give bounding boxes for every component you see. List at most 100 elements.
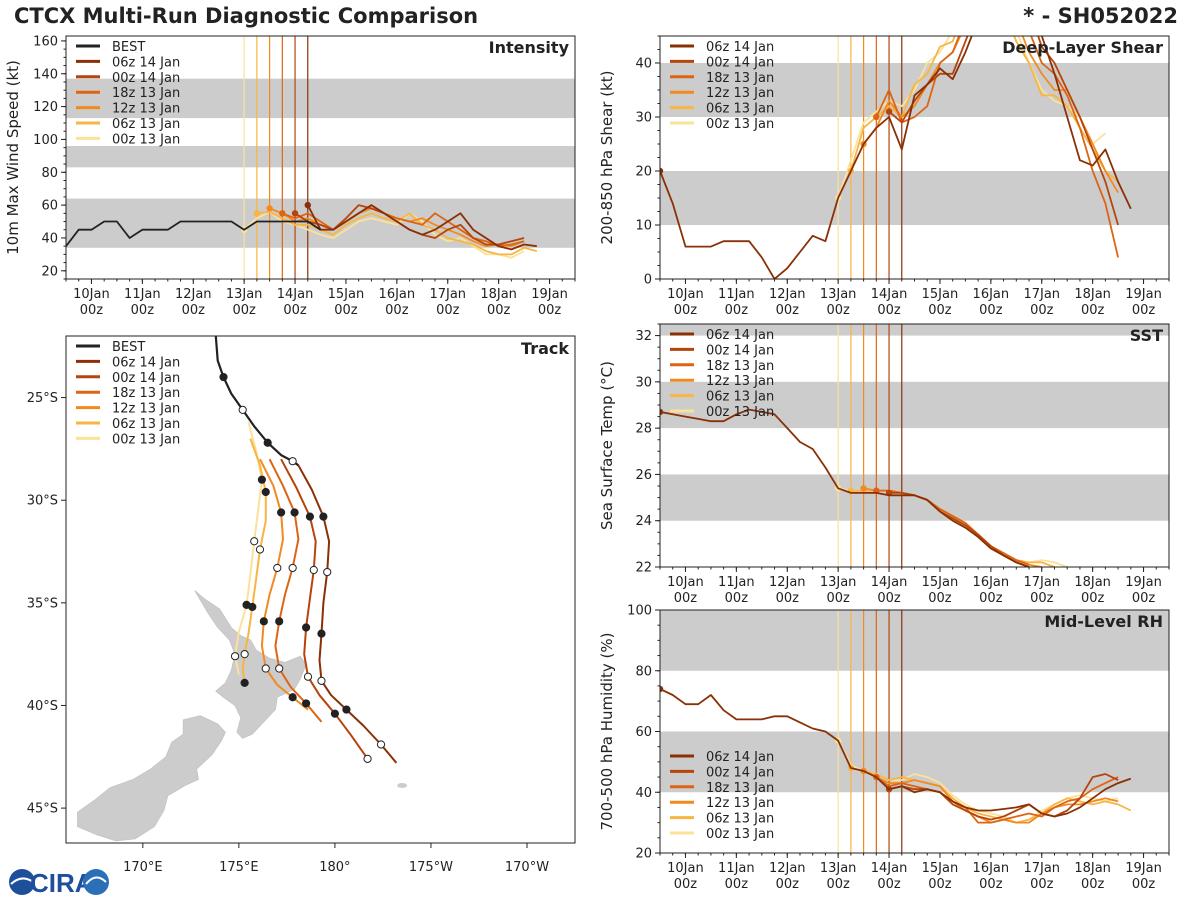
shear-xtick-label: 12Jan [769,287,806,302]
sst-band [660,474,1169,521]
intensity-init-point [304,201,311,209]
intensity-xtick-label: 19Jan [531,287,568,302]
intensity-series-BEST [66,220,321,247]
shear-xtick-sublabel: 00z [979,303,1003,318]
sst-xtick-label: 19Jan [1125,575,1162,590]
shear-xtick-label: 16Jan [973,287,1010,302]
track-xtick-label: 175°W [409,860,453,875]
rh-xtick-label: 19Jan [1125,861,1162,876]
shear-ytick-label: 10 [635,219,652,234]
track-marker [275,664,284,673]
rh-ytick-label: 20 [635,847,652,862]
shear-xtick-label: 10Jan [667,287,704,302]
track-frame [65,335,576,844]
intensity-xtick-label: 13Jan [226,287,263,302]
rh-xtick-sublabel: 00z [928,877,952,892]
shear-xtick-label: 13Jan [820,287,857,302]
track-marker [230,652,240,661]
track-marker [317,629,326,638]
shear-legend-label: 06z 13 Jan [706,102,774,117]
track-xtick-label: 180° [319,860,350,875]
track-marker [242,600,251,609]
south-island-shape [77,715,226,842]
rh-xtick-sublabel: 00z [979,877,1003,892]
intensity-init-point [253,210,261,217]
intensity-band [66,198,575,248]
track-marker [238,405,247,414]
shear-xtick-sublabel: 00z [928,303,952,318]
track-series-00z-14-Jan [280,458,369,760]
shear-ylabel: 200-850 hPa Shear (kt) [598,71,616,245]
shear-series-18z-13-Jan [875,36,1119,258]
rh-xtick-sublabel: 00z [674,877,698,892]
intensity-series-06z-14-Jan [307,204,537,251]
track-marker [305,512,315,521]
rh-series-06z-14-Jan [660,688,1132,818]
rh-legend-label: 06z 14 Jan [706,750,774,765]
rh-xtick-label: 12Jan [769,861,806,876]
sst-title: SST [1130,326,1163,345]
rh-ytick-label: 60 [635,725,652,740]
rh-ylabel: 700-500 hPa Humidity (%) [598,632,616,830]
intensity-legend-label: 00z 13 Jan [112,132,180,147]
sst-xtick-sublabel: 00z [1030,591,1054,606]
intensity-legend-label: 12z 13 Jan [112,102,180,117]
intensity-xtick-sublabel: 00z [436,303,460,318]
sst-xtick-sublabel: 00z [877,591,901,606]
rh-panel: 2040608010010Jan00z11Jan00z12Jan00z13Jan… [598,604,1170,892]
intensity-xtick-label: 14Jan [277,287,314,302]
track-marker [319,512,328,521]
rh-series-18z-13-Jan [875,776,1119,824]
shear-ytick-label: 40 [635,57,652,72]
track-legend-label: 06z 14 Jan [112,355,180,370]
sst-xtick-label: 11Jan [718,575,755,590]
rh-xtick-label: 14Jan [871,861,908,876]
sst-xtick-label: 15Jan [922,575,959,590]
track-marker [323,567,332,577]
track-ytick-label: 30°S [27,494,58,509]
track-marker [255,545,265,554]
cira-logo: CIRA [6,866,116,902]
intensity-legend-label: 18z 13 Jan [112,86,180,101]
sst-init-point [860,485,867,492]
shear-panel: 01020304010Jan00z11Jan00z12Jan00z13Jan00… [598,35,1170,318]
intensity-xtick-sublabel: 00z [385,303,409,318]
shear-xtick-sublabel: 00z [776,303,800,318]
rh-xtick-label: 18Jan [1074,861,1111,876]
shear-legend-label: 18z 13 Jan [706,71,774,86]
rh-xtick-sublabel: 00z [1081,877,1105,892]
intensity-ytick-label: 100 [33,133,58,148]
shear-xtick-sublabel: 00z [826,303,850,318]
sst-xtick-sublabel: 00z [826,591,850,606]
shear-legend-label: 00z 14 Jan [706,55,774,70]
intensity-xtick-sublabel: 00z [334,303,358,318]
intensity-ytick-label: 140 [33,67,58,82]
rh-legend-label: 00z 14 Jan [706,765,774,780]
shear-xtick-sublabel: 00z [1081,303,1105,318]
intensity-ylabel: 10m Max Wind Speed (kt) [4,60,22,255]
rh-xtick-label: 10Jan [667,861,704,876]
sst-init-point [660,408,664,416]
sst-xtick-label: 14Jan [871,575,908,590]
track-marker [363,754,372,763]
track-marker [257,475,267,484]
rh-title: Mid-Level RH [1044,612,1163,631]
sst-series-06z-14-Jan [660,408,1030,567]
track-marker [301,699,311,708]
sst-xtick-sublabel: 00z [979,591,1003,606]
intensity-xtick-label: 16Jan [379,287,416,302]
intensity-series-18z-13-Jan [281,204,525,248]
track-series-BEST [214,336,300,467]
track-marker [290,508,299,517]
track-legend-label: 00z 14 Jan [112,371,180,386]
track-marker [277,508,286,517]
sst-xtick-label: 16Jan [973,575,1010,590]
shear-xtick-sublabel: 00z [1030,303,1054,318]
rh-xtick-label: 16Jan [973,861,1010,876]
sst-ytick-label: 24 [635,514,652,529]
rh-legend-label: 12z 13 Jan [706,796,774,811]
sst-xtick-label: 12Jan [769,575,806,590]
sst-xtick-label: 18Jan [1074,575,1111,590]
sst-band [660,324,1169,336]
sst-xtick-label: 13Jan [820,575,857,590]
